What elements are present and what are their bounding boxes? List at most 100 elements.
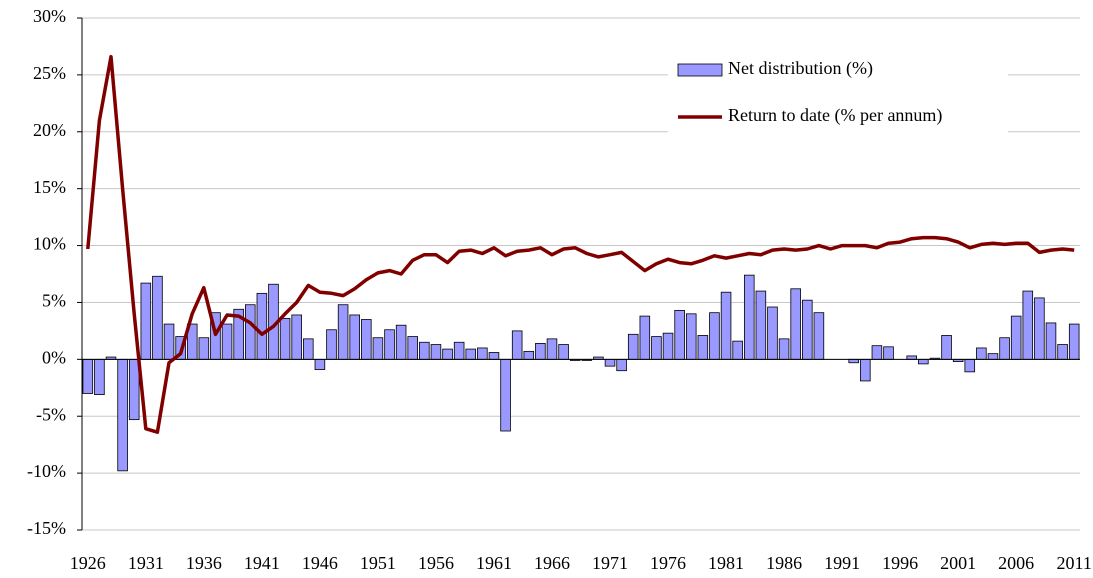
bar xyxy=(964,358,976,373)
x-tick-label: 1986 xyxy=(766,553,802,573)
bar xyxy=(361,319,372,360)
bar xyxy=(813,312,825,360)
x-tick-label: 1981 xyxy=(708,553,744,573)
bar xyxy=(500,358,511,432)
bar xyxy=(1068,323,1080,360)
bar xyxy=(685,313,697,360)
bar xyxy=(976,347,987,360)
bar xyxy=(477,347,488,360)
bar xyxy=(1022,290,1034,360)
bar xyxy=(291,314,302,360)
y-tick-label: -15% xyxy=(27,518,66,538)
y-tick-label: 25% xyxy=(33,63,66,83)
bar xyxy=(802,299,813,360)
bar xyxy=(535,343,546,360)
bar xyxy=(720,291,732,360)
x-tick-label: 1961 xyxy=(476,553,512,573)
bar xyxy=(82,358,94,394)
legend-box xyxy=(668,48,1008,140)
bar xyxy=(987,353,999,360)
bar xyxy=(349,314,360,360)
y-tick-label: -5% xyxy=(36,404,66,424)
bar xyxy=(883,346,894,360)
line xyxy=(86,54,1075,434)
bar xyxy=(627,333,639,360)
x-tick-label: 1971 xyxy=(592,553,628,573)
legend-label: Net distribution (%) xyxy=(728,58,873,79)
bar xyxy=(767,306,778,360)
y-tick-label: 20% xyxy=(33,120,66,140)
bar xyxy=(639,315,651,360)
bar xyxy=(999,337,1010,360)
x-tick-label: 1941 xyxy=(244,553,280,573)
bar xyxy=(140,282,152,360)
x-tick-label: 1926 xyxy=(70,553,106,573)
bar xyxy=(546,338,558,360)
x-tick-label: 1976 xyxy=(650,553,686,573)
bar xyxy=(871,345,883,360)
bar xyxy=(941,335,952,360)
bar xyxy=(94,358,105,396)
bar xyxy=(453,341,465,360)
x-tick-label: 2006 xyxy=(998,553,1034,573)
bar xyxy=(314,358,326,370)
y-tick-label: 5% xyxy=(42,291,66,311)
bar xyxy=(465,348,477,360)
bar xyxy=(755,290,767,360)
bar xyxy=(128,358,140,421)
bar xyxy=(743,274,755,360)
bar xyxy=(1034,297,1045,360)
x-tick-label: 1956 xyxy=(418,553,454,573)
bar xyxy=(674,310,685,360)
bar xyxy=(790,288,801,360)
bar xyxy=(732,340,743,360)
x-tick-label: 1966 xyxy=(534,553,570,573)
legend-swatch xyxy=(677,63,723,77)
bar xyxy=(442,348,453,360)
x-tick-label: 1991 xyxy=(824,553,860,573)
bar xyxy=(511,330,523,360)
bar xyxy=(384,329,395,360)
bar xyxy=(697,335,709,360)
bar xyxy=(906,355,918,360)
bar xyxy=(662,332,674,360)
x-tick-label: 2011 xyxy=(1057,553,1092,573)
bar xyxy=(395,324,407,360)
bar xyxy=(163,323,175,360)
bar xyxy=(407,336,419,360)
y-tick-label: 0% xyxy=(42,347,66,367)
y-tick-label: 10% xyxy=(33,234,66,254)
bar xyxy=(198,337,210,360)
bar xyxy=(152,275,163,360)
bar xyxy=(337,304,349,360)
bar xyxy=(1045,322,1057,360)
y-tick-label: -10% xyxy=(27,461,66,481)
x-tick-label: 1931 xyxy=(128,553,164,573)
y-tick-label: 30% xyxy=(33,6,66,26)
bar xyxy=(1010,315,1022,360)
x-tick-label: 1946 xyxy=(302,553,338,573)
bar xyxy=(709,312,720,360)
bar xyxy=(244,304,256,360)
bar xyxy=(523,350,535,360)
bar xyxy=(616,358,627,372)
bar xyxy=(918,358,929,365)
bar xyxy=(303,338,314,360)
legend-label: Return to date (% per annum) xyxy=(728,105,942,126)
bar xyxy=(860,358,871,382)
bar xyxy=(778,338,790,360)
bar xyxy=(256,292,268,360)
y-tick-label: 15% xyxy=(33,177,66,197)
bar xyxy=(1057,344,1068,360)
bar xyxy=(326,329,337,360)
bar xyxy=(848,358,859,364)
bar xyxy=(558,344,569,360)
x-tick-label: 2001 xyxy=(940,553,976,573)
bar xyxy=(419,341,430,360)
x-tick-label: 1996 xyxy=(882,553,918,573)
bar xyxy=(430,344,442,360)
bar xyxy=(279,317,291,360)
bar xyxy=(488,352,500,360)
